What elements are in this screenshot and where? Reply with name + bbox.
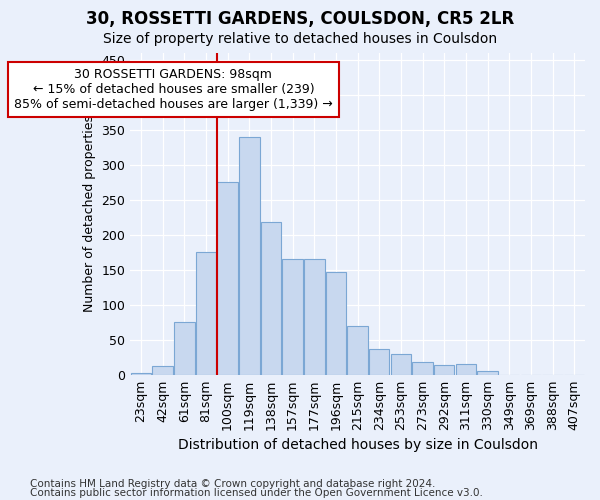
- Bar: [304, 259, 325, 375]
- Bar: [131, 372, 151, 375]
- Bar: [412, 362, 433, 375]
- Bar: [434, 365, 454, 375]
- Bar: [152, 366, 173, 375]
- Bar: [326, 272, 346, 375]
- Text: Contains public sector information licensed under the Open Government Licence v3: Contains public sector information licen…: [30, 488, 483, 498]
- Y-axis label: Number of detached properties: Number of detached properties: [83, 115, 96, 312]
- Bar: [347, 326, 368, 375]
- Text: 30 ROSSETTI GARDENS: 98sqm
← 15% of detached houses are smaller (239)
85% of sem: 30 ROSSETTI GARDENS: 98sqm ← 15% of deta…: [14, 68, 333, 111]
- Bar: [455, 364, 476, 375]
- Bar: [217, 182, 238, 375]
- Text: 30, ROSSETTI GARDENS, COULSDON, CR5 2LR: 30, ROSSETTI GARDENS, COULSDON, CR5 2LR: [86, 10, 514, 28]
- Text: Size of property relative to detached houses in Coulsdon: Size of property relative to detached ho…: [103, 32, 497, 46]
- Bar: [282, 259, 303, 375]
- Bar: [174, 322, 194, 375]
- Text: Contains HM Land Registry data © Crown copyright and database right 2024.: Contains HM Land Registry data © Crown c…: [30, 479, 436, 489]
- Bar: [196, 252, 216, 375]
- X-axis label: Distribution of detached houses by size in Coulsdon: Distribution of detached houses by size …: [178, 438, 538, 452]
- Bar: [260, 222, 281, 375]
- Bar: [391, 354, 411, 375]
- Bar: [239, 136, 260, 375]
- Bar: [477, 370, 498, 375]
- Bar: [369, 349, 389, 375]
